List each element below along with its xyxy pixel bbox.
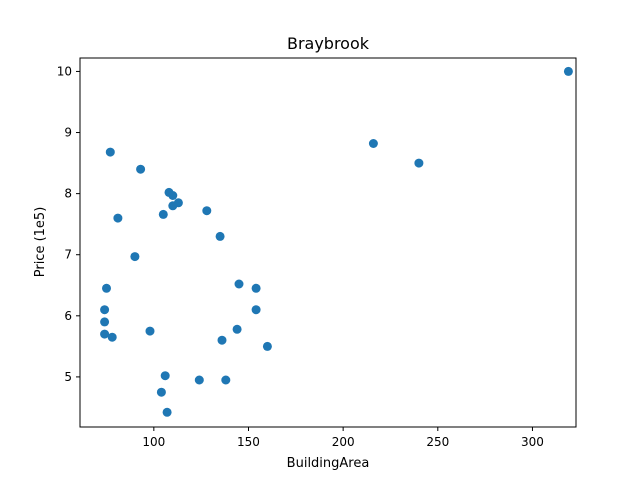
x-tick-label: 200 — [332, 435, 355, 449]
data-point-17 — [100, 305, 110, 315]
x-axis-ticks: 100 150 200 250 300 — [142, 427, 544, 449]
data-point-0 — [563, 66, 573, 76]
data-point-12 — [215, 231, 225, 241]
data-points — [100, 66, 573, 417]
data-point-16 — [251, 283, 261, 293]
data-point-14 — [102, 283, 111, 293]
x-axis-label: BuildingArea — [287, 456, 370, 471]
y-tick-label: 7 — [64, 248, 72, 262]
y-tick-label: 5 — [64, 370, 72, 384]
y-tick-label: 6 — [64, 309, 72, 323]
data-point-13 — [130, 252, 140, 262]
data-point-9 — [202, 206, 212, 216]
data-point-23 — [107, 332, 117, 342]
data-point-22 — [100, 329, 110, 339]
data-point-29 — [156, 387, 166, 397]
data-point-25 — [262, 341, 272, 351]
data-point-30 — [162, 407, 172, 417]
data-point-2 — [414, 158, 424, 168]
chart-title: Braybrook — [287, 34, 370, 53]
y-tick-label: 10 — [57, 64, 72, 78]
plot-area-frame — [79, 57, 577, 428]
y-axis-ticks: 5 6 7 8 9 10 — [57, 64, 80, 384]
data-point-18 — [251, 305, 261, 315]
y-tick-label: 8 — [64, 187, 72, 201]
data-point-4 — [136, 164, 146, 174]
data-point-20 — [232, 324, 242, 334]
data-point-28 — [221, 375, 231, 385]
data-point-26 — [160, 371, 170, 381]
x-tick-label: 100 — [142, 435, 165, 449]
data-point-11 — [113, 213, 123, 223]
data-point-21 — [145, 326, 155, 336]
x-tick-label: 250 — [426, 435, 449, 449]
data-point-6 — [168, 191, 178, 200]
data-point-3 — [105, 147, 115, 157]
data-point-15 — [234, 279, 244, 289]
data-point-1 — [368, 139, 378, 148]
data-point-19 — [100, 317, 110, 327]
y-axis-label: Price (1e5) — [33, 207, 48, 278]
data-point-24 — [217, 335, 227, 345]
data-point-8 — [168, 201, 178, 211]
x-tick-label: 150 — [237, 435, 260, 449]
y-tick-label: 9 — [64, 126, 72, 140]
data-point-10 — [158, 209, 168, 219]
data-point-27 — [194, 375, 204, 385]
x-tick-label: 300 — [521, 435, 544, 449]
